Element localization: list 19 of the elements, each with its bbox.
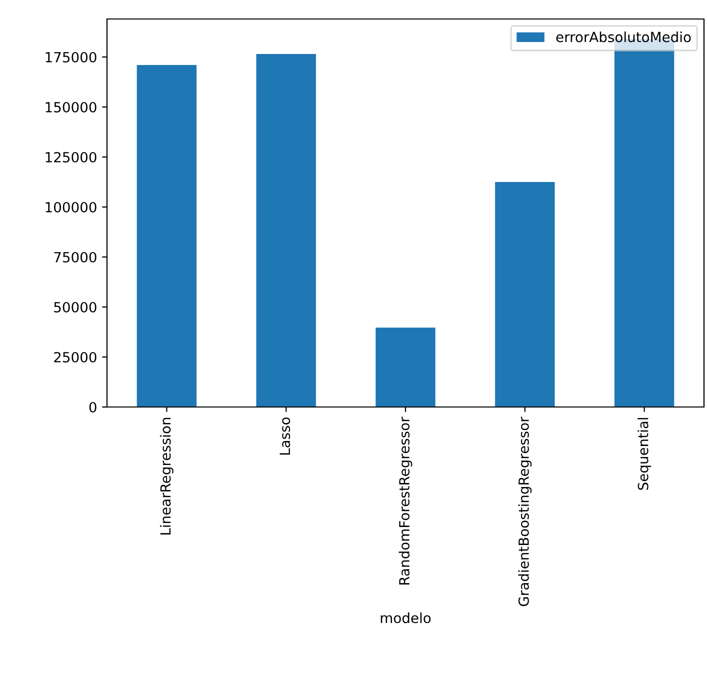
legend-label: errorAbsolutoMedio [556,32,691,42]
bar [136,65,197,407]
x-tick-label: RandomForestRegressor [398,416,412,584]
y-tick-label: 100000 [46,202,96,212]
y-tick-label: 175000 [46,52,96,62]
bar [495,182,555,407]
bar [376,328,436,407]
x-tick-label: LinearRegression [160,418,174,534]
y-tick-label: 0 [89,402,96,412]
bar [256,54,316,407]
x-tick-label: Lasso [280,417,290,455]
y-tick-label: 125000 [46,152,96,162]
x-axis-title: modelo [380,612,431,624]
y-tick-label: 75000 [54,252,96,262]
x-tick-label: Sequential [638,418,652,490]
y-tick-label: 50000 [54,302,96,312]
x-tick-label: GradientBoostingRegressor [518,416,532,606]
y-tick-label: 150000 [46,102,96,112]
y-tick-label: 25000 [54,352,96,362]
